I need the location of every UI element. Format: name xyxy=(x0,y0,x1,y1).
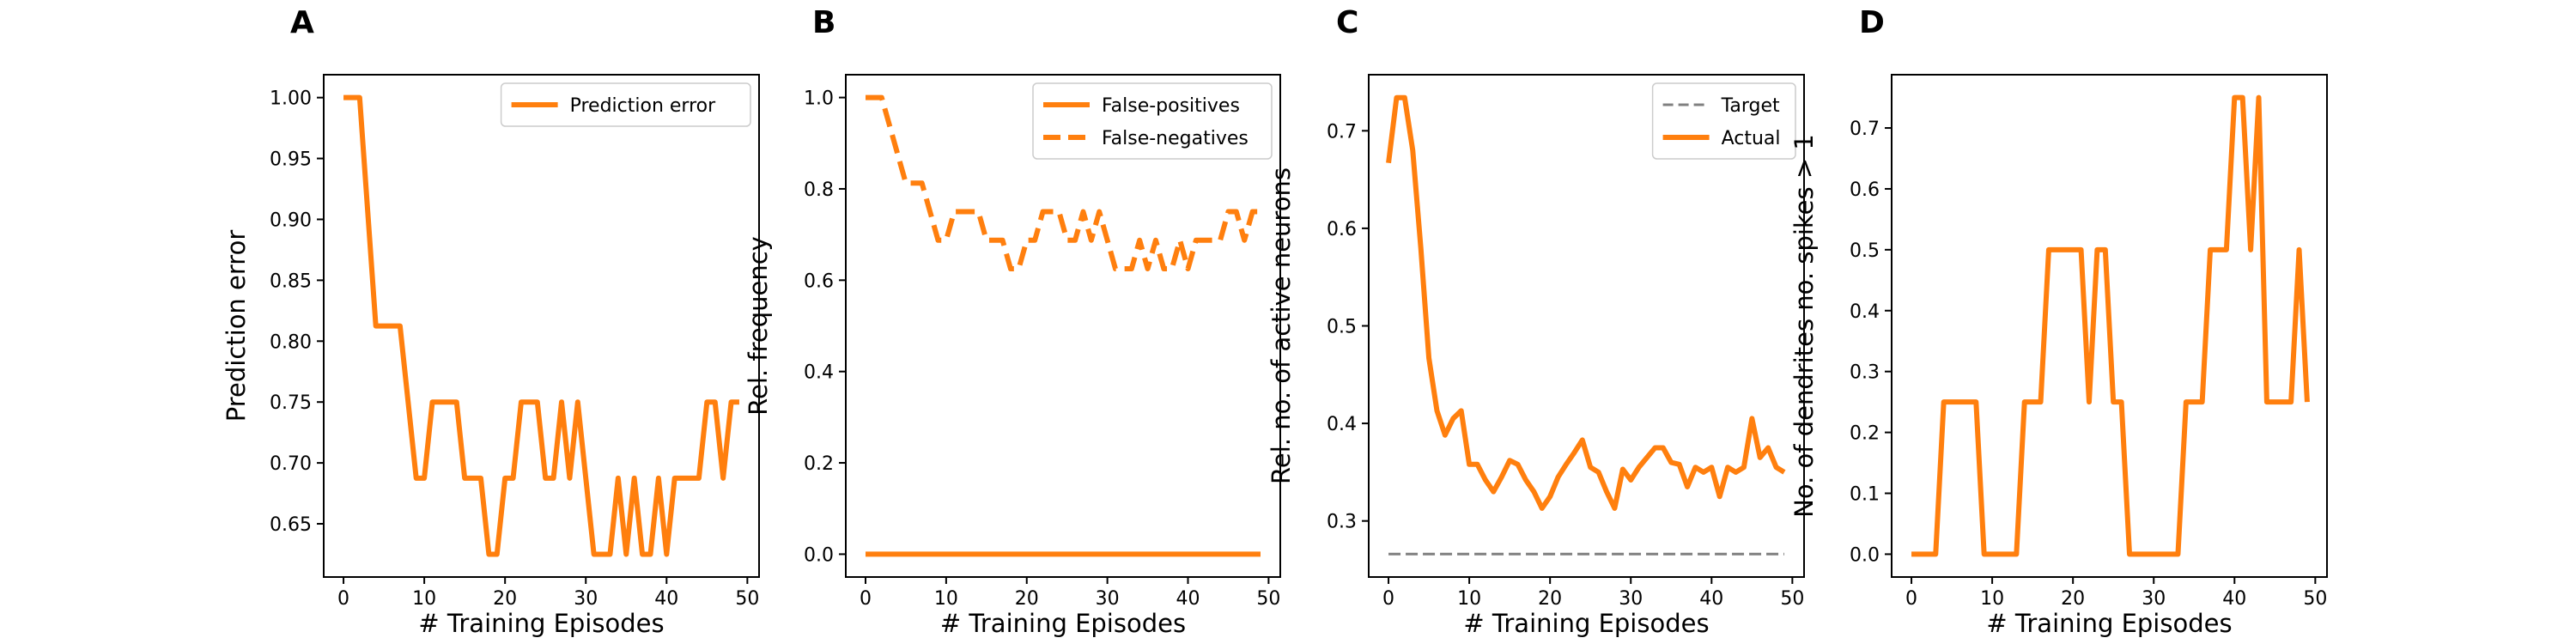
panel-b-y-tick-label: 0.8 xyxy=(804,179,834,201)
panel-b-legend-box xyxy=(1032,82,1273,160)
panel-a-y-tick-label: 0.80 xyxy=(270,331,312,353)
panel-d-y-tick-label: 0.7 xyxy=(1850,118,1880,140)
panel-c-legend-label: Actual xyxy=(1722,128,1781,149)
panel-c-y-tick-label: 0.3 xyxy=(1327,512,1357,533)
panel-letter-d: D xyxy=(1859,5,1885,40)
panel-d-y-tick-label: 0.3 xyxy=(1850,362,1880,384)
panel-a-legend-box xyxy=(500,82,751,127)
panel-d-axes-frame xyxy=(1891,74,2328,578)
panel-d-x-axis-label: # Training Episodes xyxy=(1986,609,2232,638)
panel-b-y-tick-label: 1.0 xyxy=(804,88,834,110)
panel-d-x-tick-label: 40 xyxy=(2222,588,2246,610)
panel-b-x-tick-label: 10 xyxy=(934,588,958,610)
panel-a-legend: Prediction error xyxy=(500,82,751,127)
panel-a-x-tick-label: 20 xyxy=(493,588,517,610)
panel-b-x-tick-label: 30 xyxy=(1096,588,1120,610)
panel-c-series-actual xyxy=(1386,94,1786,511)
panel-a-series-prediction-error xyxy=(343,94,739,557)
panel-b-legend-label: False-negatives xyxy=(1102,128,1249,149)
panel-a-legend-label: Prediction error xyxy=(570,95,716,117)
panel-c-x-tick-label: 0 xyxy=(1382,588,1394,610)
panel-b-x-tick-label: 40 xyxy=(1176,588,1200,610)
panel-a-y-tick-label: 0.85 xyxy=(270,270,312,292)
panel-d-x-tick-label: 20 xyxy=(2061,588,2085,610)
panel-d-y-tick-label: 0.6 xyxy=(1850,179,1880,201)
panel-b-chart: 0 10 20 30 40 50 0.0 0.2 0.4 0.6 0.8 1.0 # Training … xyxy=(744,74,1281,638)
panel-c-x-tick-label: 10 xyxy=(1457,588,1481,610)
panel-c-x-tick-label: 20 xyxy=(1538,588,1562,610)
panel-d-y-tick-label: 0.4 xyxy=(1850,301,1880,323)
panel-a-x-tick-label: 30 xyxy=(574,588,598,610)
panel-a-x-tick-label: 50 xyxy=(735,588,759,610)
panel-b-x-tick-label: 20 xyxy=(1015,588,1039,610)
panel-d-x-tick-label: 10 xyxy=(1980,588,2004,610)
panel-c-x-tick-label: 50 xyxy=(1780,588,1804,610)
panel-d-y-tick-label: 0.0 xyxy=(1850,544,1880,566)
panel-c-legend-label: Target xyxy=(1721,95,1780,117)
panel-b-x-axis-label: # Training Episodes xyxy=(940,609,1186,638)
panel-a-y-tick-label: 0.90 xyxy=(270,210,312,231)
panel-b-y-tick-label: 0.0 xyxy=(804,544,834,566)
panel-b-x-tick-label: 0 xyxy=(860,588,872,610)
panel-c-chart: 0 10 20 30 40 50 0.3 0.4 0.5 0.6 0.7 # Training Epi… xyxy=(1267,74,1805,638)
panel-d-y-tick-label: 0.2 xyxy=(1850,423,1880,445)
panel-c-x-axis-label: # Training Episodes xyxy=(1463,609,1709,638)
panel-c-y-tick-label: 0.4 xyxy=(1327,414,1357,435)
panel-a-axes-frame xyxy=(323,74,760,578)
panel-c-x-tick-label: 40 xyxy=(1699,588,1723,610)
panel-b-y-tick-label: 0.6 xyxy=(804,270,834,292)
panel-a-y-tick-label: 1.00 xyxy=(270,88,312,110)
panel-a-x-tick-label: 0 xyxy=(337,588,349,610)
panel-b-y-axis-label: Rel. frequency xyxy=(744,236,773,416)
panel-a-x-tick-label: 40 xyxy=(654,588,678,610)
panel-letter-a: A xyxy=(290,5,314,40)
panel-d-x-tick-label: 50 xyxy=(2303,588,2327,610)
panel-d-x-tick-label: 30 xyxy=(2142,588,2166,610)
panel-b-y-tick-label: 0.2 xyxy=(804,453,834,475)
panel-a-chart: 0 10 20 30 40 50 0.65 0.70 0.75 0.80 0.85 0.90 0.95 1… xyxy=(222,74,760,638)
panel-b-legend-label: False-positives xyxy=(1102,95,1240,117)
panel-letter-c: C xyxy=(1336,5,1358,40)
panel-c-y-tick-label: 0.5 xyxy=(1327,317,1357,338)
panel-c-y-tick-label: 0.6 xyxy=(1327,219,1357,240)
panel-d-chart: 0 10 20 30 40 50 0.0 0.1 0.2 0.3 0.4 0.5 0.6 0.7 # Tra… xyxy=(1789,74,2328,638)
panel-a-y-tick-label: 0.65 xyxy=(270,514,312,536)
panel-d-y-tick-label: 0.1 xyxy=(1850,484,1880,506)
panel-letter-b: B xyxy=(812,5,835,40)
panel-c-y-tick-label: 0.7 xyxy=(1327,121,1357,143)
panel-d-series-line-0 xyxy=(1911,94,2310,557)
panel-d-x-tick-label: 0 xyxy=(1905,588,1917,610)
panel-b-y-tick-label: 0.4 xyxy=(804,362,834,384)
panel-a-x-tick-label: 10 xyxy=(412,588,436,610)
panel-c-y-axis-label: Rel. no. of active neurons xyxy=(1267,167,1296,484)
panel-a-x-axis-label: # Training Episodes xyxy=(418,609,664,638)
panel-a-y-tick-label: 0.75 xyxy=(270,392,312,414)
panel-b-legend: False-positives False-negatives xyxy=(1032,82,1273,160)
panel-a-y-tick-label: 0.95 xyxy=(270,149,312,171)
panel-b-axes-frame xyxy=(845,74,1281,578)
panel-c-legend: Target Actual xyxy=(1651,82,1796,160)
panel-b-x-tick-label: 50 xyxy=(1256,588,1280,610)
panel-b-series-false-negatives xyxy=(866,94,1261,272)
panel-d-y-tick-label: 0.5 xyxy=(1850,240,1880,262)
panel-c-x-tick-label: 30 xyxy=(1619,588,1643,610)
panel-d-y-axis-label: No. of dendrites no. spikes > 1 xyxy=(1789,134,1819,518)
panel-a-y-axis-label: Prediction error xyxy=(222,230,251,422)
panel-a-y-tick-label: 0.70 xyxy=(270,453,312,475)
